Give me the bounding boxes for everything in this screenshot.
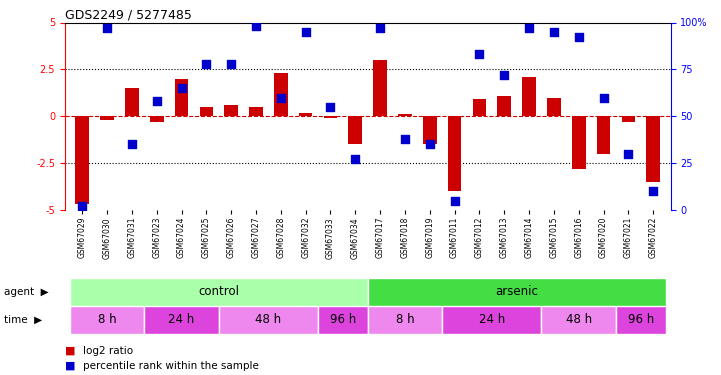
Text: 8 h: 8 h: [98, 313, 116, 326]
Bar: [125, 88, 138, 116]
Text: percentile rank within the sample: percentile rank within the sample: [83, 361, 259, 370]
Point: [275, 94, 287, 100]
Bar: [497, 96, 511, 116]
Point: [102, 25, 113, 31]
Bar: [218, 306, 318, 334]
Bar: [373, 60, 387, 116]
Text: 48 h: 48 h: [255, 313, 281, 326]
Point: [647, 188, 659, 194]
Bar: [472, 99, 486, 116]
Point: [474, 51, 485, 57]
Bar: [76, 116, 89, 204]
Bar: [100, 116, 114, 120]
Text: 96 h: 96 h: [627, 313, 654, 326]
Bar: [348, 116, 362, 144]
Bar: [442, 306, 541, 334]
Bar: [622, 116, 635, 122]
Bar: [249, 107, 263, 116]
Text: agent  ▶: agent ▶: [4, 286, 48, 297]
Point: [350, 156, 361, 162]
Text: log2 ratio: log2 ratio: [83, 346, 133, 355]
Bar: [368, 306, 442, 334]
Point: [424, 141, 435, 147]
Text: 24 h: 24 h: [169, 313, 195, 326]
Point: [126, 141, 138, 147]
Text: ■: ■: [65, 346, 76, 355]
Bar: [597, 116, 611, 154]
Bar: [398, 114, 412, 116]
Bar: [646, 116, 660, 182]
Bar: [70, 306, 144, 334]
Point: [151, 98, 162, 104]
Bar: [448, 116, 461, 191]
Point: [498, 72, 510, 78]
Point: [622, 151, 634, 157]
Bar: [318, 306, 368, 334]
Point: [200, 61, 212, 67]
Bar: [144, 306, 218, 334]
Point: [76, 203, 88, 209]
Bar: [224, 105, 238, 116]
Bar: [572, 116, 585, 169]
Point: [374, 25, 386, 31]
Bar: [547, 98, 561, 116]
Text: 96 h: 96 h: [329, 313, 356, 326]
Bar: [274, 73, 288, 116]
Point: [300, 29, 311, 35]
Text: ■: ■: [65, 361, 76, 370]
Bar: [522, 77, 536, 116]
Text: control: control: [198, 285, 239, 298]
Bar: [174, 79, 188, 116]
Text: 8 h: 8 h: [396, 313, 415, 326]
Bar: [298, 113, 312, 116]
Point: [250, 23, 262, 29]
Point: [598, 94, 609, 100]
Point: [399, 136, 411, 142]
Text: 24 h: 24 h: [479, 313, 505, 326]
Text: 48 h: 48 h: [566, 313, 592, 326]
Bar: [324, 116, 337, 118]
Bar: [368, 278, 665, 306]
Point: [573, 34, 585, 40]
Text: arsenic: arsenic: [495, 285, 538, 298]
Bar: [70, 278, 368, 306]
Bar: [150, 116, 164, 122]
Point: [523, 25, 535, 31]
Bar: [616, 306, 665, 334]
Point: [548, 29, 559, 35]
Text: time  ▶: time ▶: [4, 315, 42, 325]
Point: [176, 85, 187, 91]
Point: [448, 198, 460, 204]
Bar: [423, 116, 437, 144]
Bar: [541, 306, 616, 334]
Bar: [200, 107, 213, 116]
Point: [226, 61, 237, 67]
Text: GDS2249 / 5277485: GDS2249 / 5277485: [65, 8, 192, 21]
Point: [324, 104, 336, 110]
